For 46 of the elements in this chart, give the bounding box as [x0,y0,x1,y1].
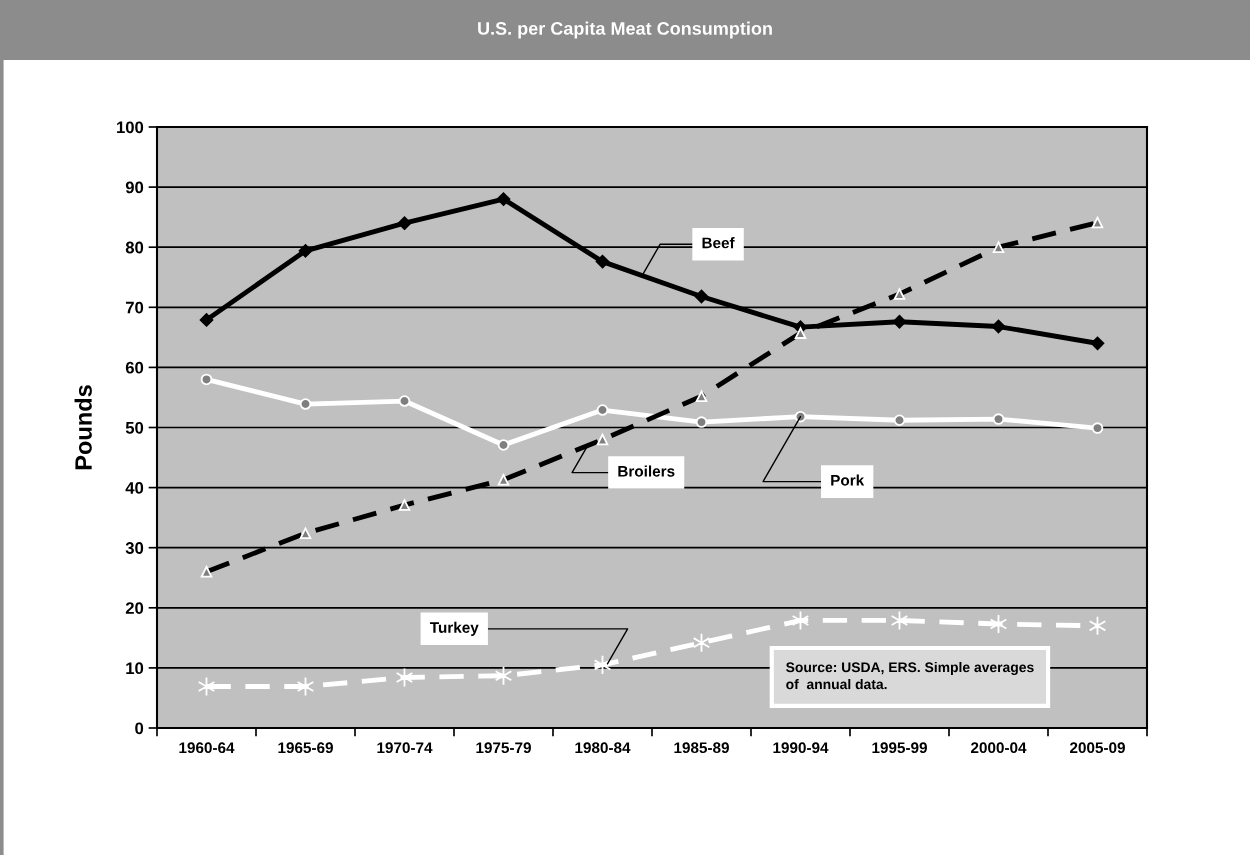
text: Turkey [429,621,479,636]
point [992,413,1005,425]
y-tick-label: 70 [125,301,144,314]
y-tick-label: 100 [117,121,144,134]
x-tick-label: 1975-79 [476,742,531,754]
point [893,414,906,427]
point [1091,422,1104,434]
x-tick-label: 2005-09 [1070,742,1125,754]
y-tick-label: 90 [125,181,144,194]
point [496,192,511,206]
x-tick-label: 1995-99 [872,742,927,754]
point [695,416,708,428]
x-tick-label: 1970-74 [377,742,433,754]
x-tick-label: 2000-04 [971,742,1027,754]
text: Beef [702,237,735,249]
point [299,398,312,410]
point [200,373,213,386]
x-tick-label: 1960-64 [179,742,235,754]
x-tick-label: 1980-84 [575,742,631,754]
point [398,395,411,407]
point [694,289,709,304]
point [991,319,1006,334]
point [595,254,610,269]
y-tick-label: 40 [125,482,144,494]
y-tick-label: 20 [125,602,144,614]
point [397,216,412,230]
y-tick-label: 60 [125,361,144,374]
y-tick-label: 0 [135,722,144,735]
y-tick-label: 80 [125,241,144,254]
series-label: Broilers [618,465,675,477]
x-tick-label: 1990-94 [773,742,829,754]
y-axis-title: Pounds [74,385,92,470]
y-tick-label: 10 [126,662,144,675]
x-tick-label: 1965-69 [278,742,333,754]
annotation: Source: USDA, ERS. Simple averages of annual data. [786,661,1034,690]
y-tick-label: 30 [125,542,144,554]
point [497,439,510,451]
chart-title: U.S. per Capita Meat Consumption [478,21,772,39]
y-tick-label: 50 [125,421,144,434]
point [892,314,907,329]
point [298,244,313,258]
text: Pork [831,474,865,486]
point [1090,336,1105,351]
x-tick-label: 1985-89 [674,742,729,754]
point [199,313,214,327]
point [596,404,609,416]
